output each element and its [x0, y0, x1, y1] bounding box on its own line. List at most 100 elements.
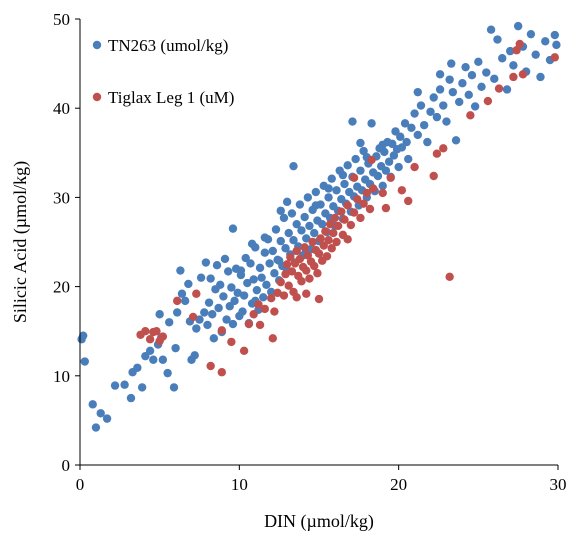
data-point [225, 302, 234, 311]
data-point [426, 107, 435, 116]
x-axis-label: DIN (µmol/kg) [264, 511, 374, 532]
data-point [518, 70, 528, 79]
data-point [490, 74, 499, 83]
data-point [483, 96, 493, 106]
data-point [310, 228, 319, 238]
data-point [172, 308, 182, 317]
data-point [137, 383, 147, 392]
data-point [184, 279, 193, 289]
data-point [391, 127, 400, 136]
data-point [254, 300, 263, 309]
data-point [349, 208, 359, 217]
data-point [303, 193, 313, 202]
y-tick-label: 40 [53, 99, 70, 118]
data-point [236, 266, 246, 275]
data-point [365, 204, 375, 214]
data-point [192, 289, 201, 298]
data-point [333, 221, 343, 231]
data-point [300, 243, 309, 252]
data-point [145, 346, 155, 356]
data-point [343, 201, 352, 210]
data-point [188, 312, 198, 322]
data-point [219, 292, 228, 301]
data-point [332, 237, 341, 247]
data-point [206, 361, 215, 371]
legend-marker [92, 40, 102, 50]
data-point [102, 414, 112, 423]
data-point [413, 87, 422, 97]
data-point [195, 315, 204, 324]
data-point [432, 112, 442, 122]
data-point [362, 188, 371, 198]
data-point [163, 368, 172, 378]
data-point [158, 355, 168, 364]
data-point [474, 57, 483, 67]
data-point [550, 53, 560, 62]
data-point [394, 162, 403, 172]
data-point [203, 320, 212, 330]
data-point [217, 326, 227, 335]
data-point [381, 203, 391, 213]
data-point [378, 140, 387, 149]
data-point [311, 201, 321, 210]
data-point [404, 196, 413, 206]
data-point [435, 85, 445, 94]
data-point [145, 335, 155, 344]
data-point [389, 151, 399, 160]
data-point [550, 30, 560, 40]
data-point [246, 259, 255, 268]
data-point [470, 102, 480, 111]
data-point [241, 253, 250, 263]
data-point [317, 219, 327, 229]
data-point [531, 50, 540, 59]
data-point [325, 219, 335, 229]
data-point [271, 225, 281, 234]
series-1 [77, 21, 561, 432]
data-point [206, 274, 215, 283]
data-point [388, 139, 397, 149]
data-point [177, 289, 187, 298]
data-point [458, 79, 467, 88]
data-point [209, 334, 219, 343]
data-point [386, 173, 395, 182]
data-point [300, 212, 309, 222]
data-point [220, 254, 230, 264]
data-point [228, 224, 238, 233]
data-point [267, 293, 276, 303]
data-point [292, 219, 301, 229]
data-point [447, 59, 456, 68]
data-point [310, 261, 319, 271]
data-point [486, 25, 496, 34]
data-point [400, 119, 410, 128]
data-point [243, 278, 252, 288]
data-point [552, 40, 561, 50]
data-point [402, 137, 411, 147]
data-point [359, 199, 368, 208]
data-point [494, 84, 504, 93]
data-point [284, 228, 293, 238]
data-point [247, 239, 257, 248]
data-point [324, 184, 333, 193]
data-point [287, 267, 297, 276]
y-tick-label: 0 [62, 456, 71, 475]
data-point [292, 293, 301, 302]
data-point [502, 85, 512, 94]
data-point [302, 234, 311, 243]
data-point [268, 246, 277, 256]
data-point [477, 82, 486, 91]
data-point [212, 260, 222, 270]
data-point [208, 310, 217, 319]
data-point [284, 281, 293, 290]
data-point [432, 149, 442, 158]
data-point [192, 324, 201, 333]
data-point [96, 409, 105, 418]
data-point [368, 184, 378, 193]
data-point [260, 248, 270, 257]
data-point [498, 54, 507, 63]
data-point [435, 70, 445, 79]
data-point [410, 162, 419, 172]
data-point [308, 237, 317, 247]
data-point [239, 346, 249, 356]
data-point [378, 188, 387, 198]
data-point [404, 154, 413, 164]
